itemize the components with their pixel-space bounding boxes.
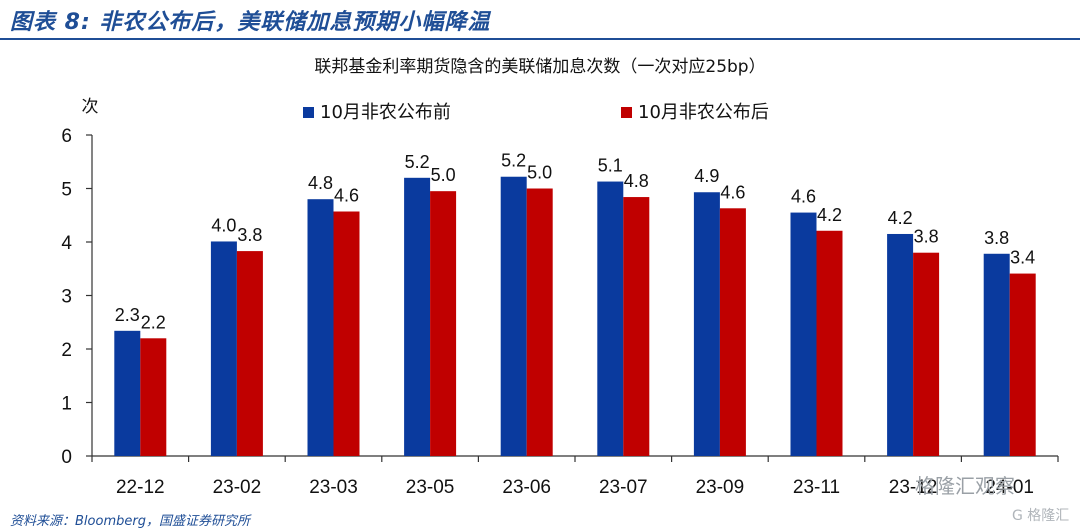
bar-before xyxy=(114,330,141,456)
data-label: 3.4 xyxy=(1010,248,1035,268)
bar-after xyxy=(430,191,457,457)
bar-after xyxy=(913,252,940,456)
data-label: 2.2 xyxy=(141,312,166,332)
legend-label: 10月非农公布前 xyxy=(320,102,451,123)
bar-after xyxy=(236,251,263,456)
bar-after xyxy=(140,338,167,456)
x-tick-label: 23-05 xyxy=(406,477,455,498)
bar-before xyxy=(887,233,914,456)
bar-before xyxy=(790,212,817,456)
bar-before xyxy=(404,177,431,457)
x-tick-label: 23-03 xyxy=(309,477,358,498)
data-label: 5.0 xyxy=(527,163,552,183)
x-tick-label: 23-12 xyxy=(889,477,938,498)
data-label: 3.8 xyxy=(237,225,262,245)
data-label: 5.0 xyxy=(431,165,456,185)
data-label: 4.8 xyxy=(308,173,333,193)
bar-before xyxy=(693,192,720,456)
data-label: 2.3 xyxy=(115,305,140,325)
bar-after xyxy=(333,211,360,456)
x-tick-label: 23-11 xyxy=(793,477,840,498)
y-tick-label: 6 xyxy=(61,126,72,147)
watermark-text: 格隆汇观察 xyxy=(915,474,1015,498)
y-tick-label: 5 xyxy=(61,180,72,201)
y-axis-unit-label: 次 xyxy=(82,97,99,117)
data-label: 5.2 xyxy=(501,151,526,171)
x-tick-label: 24-01 xyxy=(985,477,1034,498)
data-label: 4.0 xyxy=(211,215,236,235)
figure-header: 图表 8: 非农公布后，美联储加息预期小幅降温 xyxy=(0,0,1080,40)
data-label: 4.8 xyxy=(624,171,649,191)
y-tick-label: 4 xyxy=(61,233,72,254)
source-note: 资料来源：Bloomberg，国盛证券研究所 xyxy=(10,514,250,529)
bar-after xyxy=(623,197,650,456)
data-label: 4.2 xyxy=(888,208,913,228)
bar-after xyxy=(1009,273,1036,456)
data-label: 4.2 xyxy=(817,205,842,225)
bar-after xyxy=(526,188,553,456)
y-tick-label: 2 xyxy=(61,340,72,361)
bar-before xyxy=(210,241,237,456)
data-label: 3.8 xyxy=(984,228,1009,248)
y-tick-label: 3 xyxy=(61,287,72,308)
data-label: 4.9 xyxy=(694,166,719,186)
x-tick-label: 23-02 xyxy=(213,477,262,498)
legend-swatch xyxy=(621,107,632,118)
data-label: 4.6 xyxy=(334,186,359,206)
data-label: 4.6 xyxy=(791,187,816,207)
x-tick-label: 23-09 xyxy=(696,477,745,498)
bar-before xyxy=(500,176,527,457)
figure-title: 图表 8: 非农公布后，美联储加息预期小幅降温 xyxy=(10,10,491,35)
x-tick-label: 23-07 xyxy=(599,477,648,498)
legend-label: 10月非农公布后 xyxy=(638,102,769,123)
bar-before xyxy=(983,253,1010,456)
data-label: 4.6 xyxy=(720,182,745,202)
y-tick-label: 1 xyxy=(61,394,72,415)
x-tick-label: 22-12 xyxy=(116,477,165,498)
y-tick-label: 0 xyxy=(61,447,72,468)
bar-before xyxy=(597,181,624,457)
bar-before xyxy=(307,199,334,456)
legend-swatch xyxy=(303,107,314,118)
data-label: 5.2 xyxy=(405,152,430,172)
bar-after xyxy=(719,208,746,456)
data-label: 3.8 xyxy=(914,227,939,247)
x-tick-label: 23-06 xyxy=(502,477,551,498)
bar-after xyxy=(816,230,843,456)
chart-title: 联邦基金利率期货隐含的美联储加息次数（一次对应25bp） xyxy=(314,57,766,77)
data-label: 5.1 xyxy=(598,156,623,176)
watermark-logo: G 格隆汇 xyxy=(1012,508,1070,524)
